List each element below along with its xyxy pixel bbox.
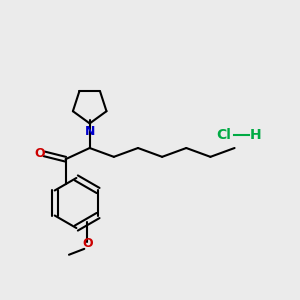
Text: O: O (82, 237, 92, 250)
Text: N: N (85, 125, 95, 138)
Text: Cl: Cl (216, 128, 231, 142)
Text: H: H (250, 128, 262, 142)
Text: O: O (34, 147, 45, 160)
